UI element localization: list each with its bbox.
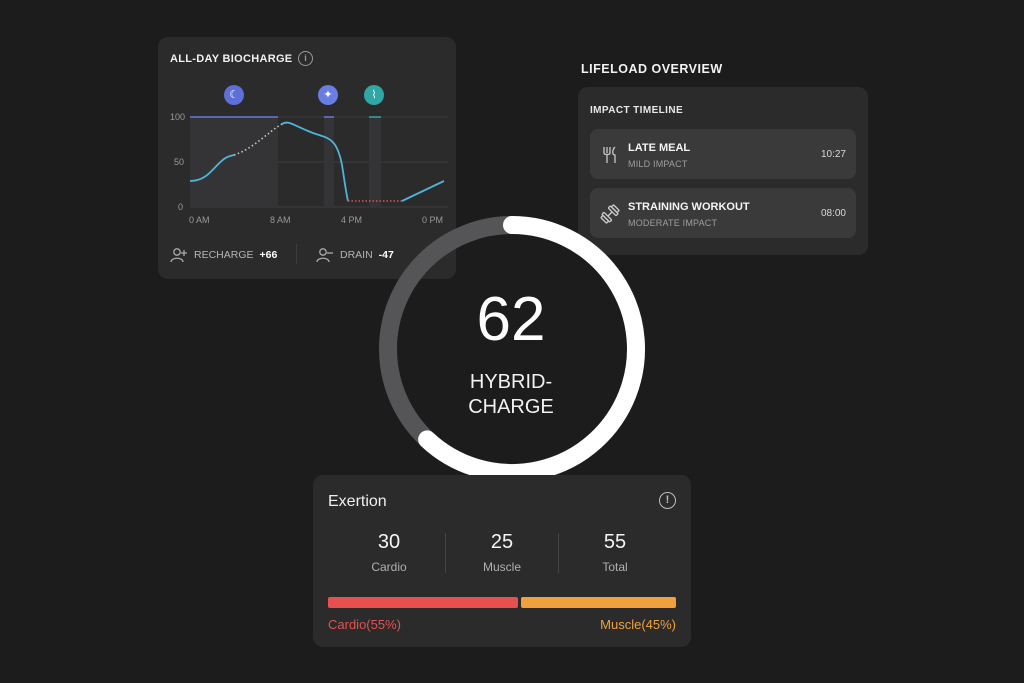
event-column-shade xyxy=(324,117,334,207)
drain-label: DRAIN xyxy=(340,249,373,261)
sleep-period-shade xyxy=(190,117,278,207)
muscle-share-label: Muscle(45%) xyxy=(600,617,676,632)
y-tick-label: 50 xyxy=(174,157,184,167)
biocharge-chart: 100 50 0 0 AM 8 AM 4 PM 0 PM xyxy=(170,112,448,225)
metric-divider xyxy=(445,533,446,573)
alert-icon[interactable]: ! xyxy=(659,492,676,509)
dumbbell-icon xyxy=(600,204,620,224)
biocharge-title: ALL-DAY BIOCHARGE xyxy=(170,53,293,65)
x-tick-label: 0 PM xyxy=(422,215,443,225)
metric-muscle: 25 Muscle xyxy=(446,531,558,574)
timeline-item-straining-workout[interactable]: STRAINING WORKOUT MODERATE IMPACT 08:00 xyxy=(590,188,856,238)
recharge-value: +66 xyxy=(259,249,278,261)
biocharge-card: ALL-DAY BIOCHARGE i ☾ ✦ ⌇ 100 50 0 0 AM … xyxy=(158,37,456,279)
drain-value: -47 xyxy=(378,249,394,261)
metric-value: 55 xyxy=(603,531,627,553)
cardio-share-label: Cardio(55%) xyxy=(328,617,401,632)
biocharge-dotted-line xyxy=(233,123,283,156)
metric-label: Total xyxy=(602,560,628,574)
timeline-item-name: STRAINING WORKOUT xyxy=(628,201,750,213)
metric-label: Cardio xyxy=(371,560,407,574)
user-minus-icon xyxy=(316,248,333,263)
y-tick-label: 100 xyxy=(170,112,185,122)
fork-knife-icon xyxy=(603,146,616,163)
y-tick-label: 0 xyxy=(178,202,183,212)
hybrid-charge-label-line1: HYBRID- xyxy=(469,371,553,393)
exertion-title: Exertion xyxy=(328,493,387,510)
timeline-item-time: 10:27 xyxy=(820,149,846,160)
metric-divider xyxy=(558,533,559,573)
metric-cardio: 30 Cardio xyxy=(333,531,445,574)
event-column-shade xyxy=(369,117,381,207)
x-tick-label: 4 PM xyxy=(341,215,362,225)
hybrid-charge-ring xyxy=(379,216,645,482)
biocharge-line xyxy=(189,154,235,182)
stat-divider xyxy=(296,244,297,264)
metric-value: 30 xyxy=(377,531,401,553)
ring-progress-arc xyxy=(418,216,645,482)
metric-label: Muscle xyxy=(482,560,521,574)
timeline-item-impact: MILD IMPACT xyxy=(628,159,688,169)
recharge-stat: RECHARGE +66 xyxy=(170,247,277,263)
exertion-card: Exertion ! 30 Cardio 25 Muscle 55 Total … xyxy=(313,475,691,647)
user-plus-icon xyxy=(170,248,187,263)
info-icon[interactable]: i xyxy=(298,51,313,66)
hybrid-charge-label-line2: CHARGE xyxy=(468,396,554,418)
moon-icon[interactable]: ☾ xyxy=(224,85,244,105)
timeline-item-impact: MODERATE IMPACT xyxy=(628,218,718,228)
biocharge-line xyxy=(401,180,445,202)
metric-value: 25 xyxy=(490,531,514,553)
impact-timeline-title: IMPACT TIMELINE xyxy=(590,105,684,116)
x-tick-label: 8 AM xyxy=(270,215,291,225)
hybrid-charge-label: HYBRID- CHARGE xyxy=(411,370,611,420)
timeline-item-late-meal[interactable]: LATE MEAL MILD IMPACT 10:27 xyxy=(590,129,856,179)
muscle-share-bar xyxy=(520,597,676,608)
drain-stat: DRAIN -47 xyxy=(316,247,394,263)
biocharge-line xyxy=(281,121,349,202)
lifeload-title: LIFELOAD OVERVIEW xyxy=(581,62,723,76)
hybrid-charge-value: 62 xyxy=(476,285,546,354)
recharge-label: RECHARGE xyxy=(194,249,254,261)
sparkle-icon[interactable]: ✦ xyxy=(318,85,338,105)
cardio-share-bar xyxy=(328,597,518,608)
impact-timeline-card: IMPACT TIMELINE LATE MEAL MILD IMPACT 10… xyxy=(578,87,868,255)
metric-total: 55 Total xyxy=(559,531,671,574)
timeline-item-name: LATE MEAL xyxy=(628,142,691,154)
activity-icon[interactable]: ⌇ xyxy=(364,85,384,105)
timeline-item-time: 08:00 xyxy=(820,208,846,219)
x-tick-label: 0 AM xyxy=(189,215,210,225)
